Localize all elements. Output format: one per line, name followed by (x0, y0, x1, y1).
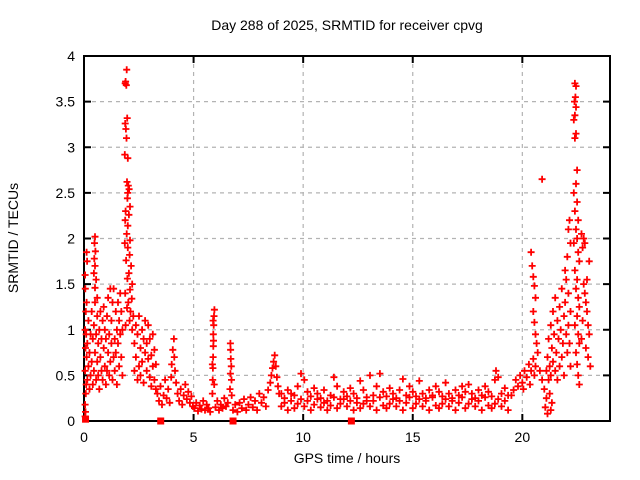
y-axis-label: SRMTID / TECUs (5, 183, 21, 293)
scatter-plus-markers (81, 66, 594, 420)
axis-ticks (83, 55, 610, 422)
y-tick-label: 0.5 (56, 367, 76, 383)
x-tick-label: 10 (295, 429, 311, 445)
x-axis-label: GPS time / hours (294, 450, 401, 466)
chart-title: Day 288 of 2025, SRMTID for receiver cpv… (211, 17, 483, 33)
y-tick-label: 1 (67, 322, 75, 338)
y-tick-label: 4 (67, 48, 75, 64)
scatter-square-marker (157, 417, 165, 425)
grid-lines (84, 56, 610, 421)
y-tick-label: 2 (67, 231, 75, 247)
x-tick-label: 5 (190, 429, 198, 445)
x-tick-label: 20 (515, 429, 531, 445)
data-points (81, 66, 594, 425)
y-tick-label: 3.5 (56, 94, 76, 110)
y-tick-label: 0 (67, 413, 75, 429)
x-tick-label: 15 (405, 429, 421, 445)
tick-labels: 0 5 10 15 20 0 0.5 1 1.5 2 2.5 3 3.5 4 (56, 48, 531, 445)
scatter-square-marker (229, 417, 237, 425)
scatter-square-marker (82, 415, 90, 423)
y-tick-label: 1.5 (56, 276, 76, 292)
y-tick-label: 2.5 (56, 185, 76, 201)
scatter-square-marker (347, 417, 355, 425)
y-tick-label: 3 (67, 139, 75, 155)
plot-border (83, 55, 611, 422)
x-tick-label: 0 (80, 429, 88, 445)
